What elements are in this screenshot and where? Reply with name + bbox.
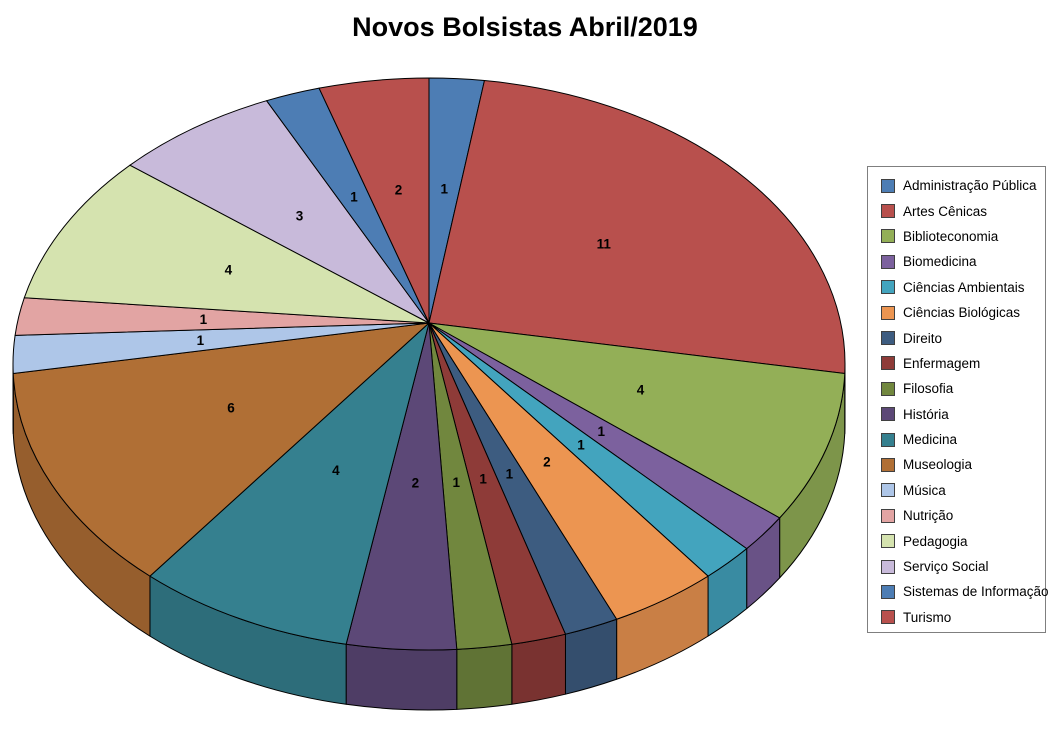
legend-label: Ciências Biológicas (903, 305, 1021, 321)
pie-wall-historia (345, 643, 458, 711)
legend-swatch (881, 407, 895, 422)
legend-swatch (881, 204, 895, 219)
pie-value-label-nutricao: 1 (200, 312, 208, 327)
legend-swatch (881, 331, 895, 346)
pie-value-label-historia: 2 (412, 476, 420, 491)
legend-item-museologia: Museologia (868, 452, 1045, 477)
legend-label: Biomedicina (903, 254, 977, 270)
legend-item-nutricao: Nutrição (868, 503, 1045, 528)
legend-label: Museologia (903, 457, 973, 473)
legend-item-servico-social: Serviço Social (868, 554, 1045, 579)
pie-slice-biblioteconomia (428, 322, 846, 519)
pie-value-label-turismo: 2 (395, 182, 403, 197)
legend-swatch (881, 432, 895, 447)
pie-value-label-museologia: 6 (227, 400, 235, 415)
legend-label: Direito (903, 330, 943, 346)
chart-title: Novos Bolsistas Abril/2019 (352, 12, 698, 42)
legend: Administração Pública Artes Cênicas Biblio… (867, 166, 1049, 633)
legend-swatch (881, 178, 895, 193)
pie-value-label-direito: 1 (506, 466, 514, 481)
legend-swatch (881, 610, 895, 625)
pie-value-label-biomedicina: 1 (598, 424, 606, 439)
legend-item-medicina: Medicina (868, 427, 1045, 452)
legend-item-filosofia: Filosofia (868, 376, 1045, 401)
legend-label: Pedagogia (903, 533, 968, 549)
pie-value-label-enfermagem: 1 (479, 472, 487, 487)
legend-item-historia: História (868, 402, 1045, 427)
legend-swatch (881, 534, 895, 549)
legend-item-enfermagem: Enfermagem (868, 351, 1045, 376)
pie-slice-museologia (12, 322, 430, 577)
pie-slice-artes-cenicas (428, 80, 846, 375)
legend-swatch (881, 508, 895, 523)
pie-slice-servico-social (129, 100, 430, 324)
legend-label: Artes Cênicas (903, 203, 988, 219)
legend-label: Administração Pública (903, 178, 1037, 194)
pie-value-label-musica: 1 (197, 333, 205, 348)
pie-slice-turismo (318, 77, 430, 324)
legend-item-ciencias-biologicas: Ciências Biológicas (868, 300, 1045, 325)
legend-label: História (903, 406, 949, 422)
legend-swatch (881, 483, 895, 498)
pie-value-label-medicina: 4 (332, 463, 340, 478)
pie-value-label-biblioteconomia: 4 (637, 383, 645, 398)
legend-label: Ciências Ambientais (903, 279, 1025, 295)
pie-value-label-sistemas-de-informacao: 1 (350, 190, 358, 205)
pie-value-label-ciencias-biologicas: 2 (543, 454, 551, 469)
legend-label: Biblioteconomia (903, 228, 999, 244)
legend-item-turismo: Turismo (868, 605, 1045, 630)
pie-wall-enfermagem (511, 633, 566, 705)
pie-value-label-servico-social: 3 (296, 209, 304, 224)
legend-label: Sistemas de Informação (903, 584, 1049, 600)
legend-item-artes-cenicas: Artes Cênicas (868, 198, 1045, 223)
legend-item-ciencias-ambientais: Ciências Ambientais (868, 275, 1045, 300)
pie-value-label-pedagogia: 4 (225, 263, 233, 278)
legend-label: Música (903, 482, 946, 498)
legend-label: Nutrição (903, 508, 954, 524)
legend-item-biomedicina: Biomedicina (868, 249, 1045, 274)
legend-swatch (881, 254, 895, 269)
pie-value-label-administracao-publica: 1 (441, 181, 449, 196)
legend-label: Serviço Social (903, 559, 989, 575)
legend-swatch (881, 457, 895, 472)
pie-slice-pedagogia (23, 164, 430, 324)
legend-swatch (881, 584, 895, 599)
pie-value-label-artes-cenicas: 11 (597, 237, 612, 252)
legend-item-administracao-publica: Administração Pública (868, 173, 1045, 198)
legend-swatch (881, 559, 895, 574)
legend-swatch (881, 305, 895, 320)
pie-value-label-ciencias-ambientais: 1 (577, 438, 585, 453)
legend-swatch (881, 356, 895, 371)
legend-swatch (881, 229, 895, 244)
legend-item-direito: Direito (868, 325, 1045, 350)
legend-swatch (881, 381, 895, 396)
legend-label: Turismo (903, 609, 952, 625)
pie-slice-medicina (149, 322, 430, 645)
pie-wall-filosofia (456, 643, 513, 710)
legend-label: Filosofia (903, 381, 954, 397)
legend-item-sistemas-de-informacao: Sistemas de Informação (868, 579, 1049, 604)
pie-value-label-filosofia: 1 (452, 475, 460, 490)
legend-label: Enfermagem (903, 355, 981, 371)
legend-item-pedagogia: Pedagogia (868, 528, 1045, 553)
legend-item-musica: Música (868, 478, 1045, 503)
legend-label: Medicina (903, 432, 958, 448)
legend-swatch (881, 280, 895, 295)
legend-item-biblioteconomia: Biblioteconomia (868, 224, 1045, 249)
